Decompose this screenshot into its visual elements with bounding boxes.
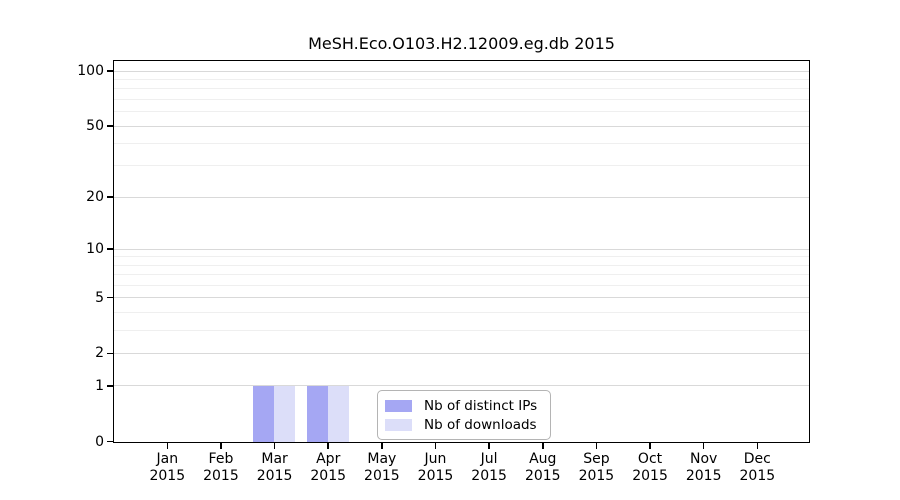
x-tick-mark-jun [434, 443, 437, 449]
x-tick-mark-feb [220, 443, 222, 449]
x-tick-label-aug: Aug 2015 [525, 451, 561, 484]
y-tick-label-20: 20 [86, 189, 104, 206]
minor-gridline-8 [114, 264, 809, 266]
bar-nb-of-downloads-apr [327, 386, 349, 442]
major-gridline-10 [114, 248, 809, 250]
major-gridline-50 [114, 125, 809, 127]
x-tick-year-jan: 2015 [149, 467, 186, 484]
bar-nb-of-distinct-ips-apr [306, 386, 328, 442]
legend-label-downloads: Nb of downloads [424, 416, 537, 433]
x-tick-label-dec: Dec 2015 [740, 451, 776, 484]
y-tick-label-100: 100 [77, 63, 104, 80]
y-tick-label-2: 2 [95, 345, 104, 362]
minor-gridline-4 [114, 311, 809, 313]
x-tick-month-oct: Oct [637, 451, 663, 467]
x-tick-mark-nov [702, 443, 705, 449]
minor-gridline-3 [114, 329, 809, 331]
x-tick-mark-sep [595, 443, 598, 449]
x-tick-label-nov: Nov 2015 [686, 451, 722, 484]
major-gridline-5 [114, 297, 809, 299]
x-tick-mark-dec [756, 443, 759, 449]
legend: Nb of distinct IPs Nb of downloads [377, 390, 551, 440]
x-tick-month-may: May [367, 451, 397, 467]
x-tick-year-aug: 2015 [524, 467, 561, 484]
minor-gridline-30 [114, 165, 809, 167]
x-tick-mark-mar [273, 443, 276, 449]
major-gridline-1 [114, 385, 809, 387]
x-tick-mark-jul [488, 443, 490, 449]
x-tick-month-sep: Sep [583, 451, 610, 467]
x-tick-label-apr: Apr 2015 [310, 451, 346, 484]
y-tick-mark-20 [107, 196, 113, 198]
chart-title: MeSH.Eco.O103.H2.12009.eg.db 2015 [308, 34, 615, 53]
major-gridline-2 [114, 352, 809, 354]
x-tick-label-mar: Mar 2015 [257, 451, 293, 484]
x-tick-year-sep: 2015 [578, 467, 615, 484]
y-tick-mark-10 [107, 248, 113, 250]
x-tick-label-feb: Feb 2015 [203, 451, 239, 484]
minor-gridline-90 [114, 79, 809, 81]
minor-gridline-40 [114, 143, 809, 145]
y-tick-label-1: 1 [95, 377, 104, 394]
legend-entry-distinct-ips: Nb of distinct IPs [385, 398, 542, 414]
x-tick-label-jun: Jun 2015 [418, 451, 454, 484]
y-tick-label-0: 0 [95, 433, 104, 450]
x-tick-mark-oct [649, 443, 651, 449]
x-tick-year-oct: 2015 [632, 467, 668, 484]
x-tick-year-jun: 2015 [417, 467, 454, 484]
bar-nb-of-downloads-mar [274, 386, 296, 442]
x-tick-year-feb: 2015 [203, 467, 239, 484]
x-tick-mark-aug [542, 443, 544, 449]
y-tick-mark-50 [107, 125, 113, 127]
x-tick-label-may: May 2015 [364, 451, 400, 484]
x-tick-month-jun: Jun [424, 451, 447, 467]
x-tick-year-dec: 2015 [739, 467, 776, 484]
major-gridline-20 [114, 196, 809, 198]
legend-swatch-downloads [385, 418, 412, 431]
minor-gridline-80 [114, 88, 809, 90]
y-tick-mark-5 [107, 296, 113, 299]
x-tick-mark-may [381, 443, 383, 449]
minor-gridline-6 [114, 284, 809, 286]
x-tick-month-feb: Feb [208, 451, 234, 467]
legend-swatch-distinct-ips [385, 399, 412, 412]
x-tick-month-nov: Nov [690, 451, 718, 467]
x-tick-year-mar: 2015 [256, 467, 293, 484]
major-gridline-100 [114, 70, 809, 72]
legend-label-distinct-ips: Nb of distinct IPs [424, 397, 538, 414]
minor-gridline-70 [114, 98, 809, 100]
x-tick-mark-jan [166, 443, 169, 449]
y-tick-label-10: 10 [86, 241, 104, 258]
x-tick-label-sep: Sep 2015 [579, 451, 615, 484]
y-tick-mark-2 [107, 352, 113, 355]
bar-nb-of-distinct-ips-mar [253, 386, 275, 442]
x-tick-month-dec: Dec [743, 451, 771, 467]
x-tick-mark-apr [327, 443, 329, 449]
x-tick-year-apr: 2015 [310, 467, 347, 484]
minor-gridline-7 [114, 274, 809, 276]
x-tick-month-mar: Mar [261, 451, 288, 467]
x-tick-month-jan: Jan [156, 451, 179, 467]
y-tick-mark-100 [107, 70, 113, 72]
x-tick-label-jul: Jul 2015 [471, 451, 507, 484]
x-tick-year-jul: 2015 [471, 467, 507, 484]
x-tick-month-aug: Aug [529, 451, 557, 467]
x-tick-month-jul: Jul [480, 451, 498, 467]
minor-gridline-9 [114, 256, 809, 258]
x-tick-year-may: 2015 [364, 467, 400, 484]
y-tick-mark-1 [107, 385, 113, 387]
x-tick-label-jan: Jan 2015 [149, 451, 185, 484]
x-tick-year-nov: 2015 [685, 467, 722, 484]
x-tick-month-apr: Apr [316, 451, 341, 467]
minor-gridline-60 [114, 111, 809, 113]
legend-entry-downloads: Nb of downloads [385, 417, 542, 433]
plot-area: Nb of distinct IPs Nb of downloads [113, 60, 810, 443]
y-tick-mark-0 [107, 440, 113, 443]
y-tick-label-5: 5 [95, 289, 104, 306]
x-tick-label-oct: Oct 2015 [632, 451, 668, 484]
y-tick-label-50: 50 [86, 118, 104, 135]
